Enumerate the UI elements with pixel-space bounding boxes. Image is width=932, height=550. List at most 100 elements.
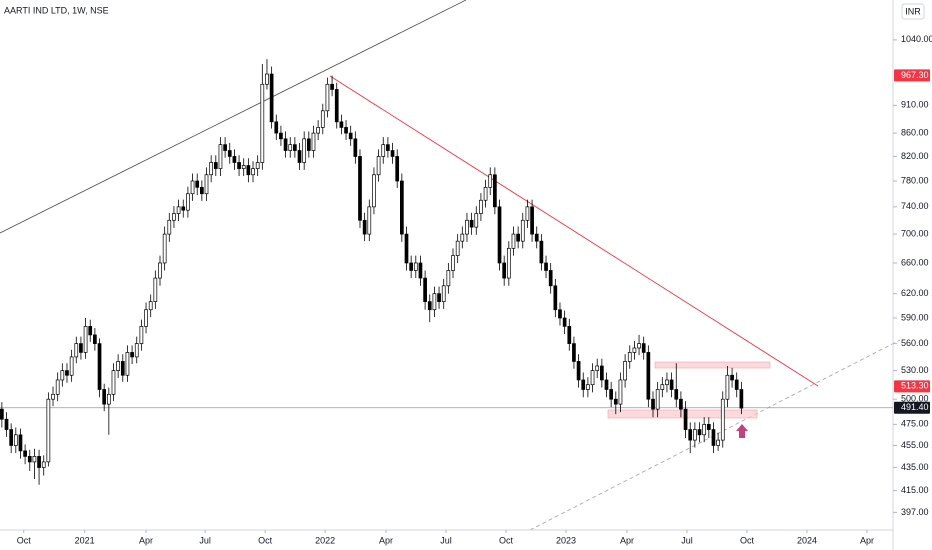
candle-body: [311, 132, 316, 151]
candle-body: [111, 370, 116, 395]
candle-body: [376, 156, 381, 176]
x-tick-label: Apr: [139, 535, 153, 545]
candle-body: [623, 361, 627, 381]
x-tick-label: Apr: [379, 535, 393, 545]
candle-body: [232, 156, 237, 163]
candle-body: [74, 343, 79, 358]
candle-body: [725, 374, 730, 400]
candle-body: [404, 233, 409, 264]
candle-body: [353, 138, 358, 157]
candle-body: [37, 456, 41, 468]
candle-body: [469, 219, 474, 228]
candle-body: [697, 429, 702, 436]
x-tick-label: Jul: [199, 535, 211, 545]
candle-body: [209, 162, 214, 176]
candle-body: [734, 379, 739, 390]
trend-line: [529, 339, 901, 531]
candle-body: [130, 352, 134, 358]
candle-body: [646, 352, 651, 400]
candle-body: [0, 408, 4, 420]
candle-body: [437, 293, 441, 302]
candle-body: [358, 156, 362, 221]
candle-body: [502, 262, 507, 279]
candle-body: [144, 309, 148, 327]
candle-body: [409, 262, 414, 271]
candle-body: [213, 162, 218, 169]
candle-body: [497, 206, 502, 264]
candle-body: [418, 262, 423, 279]
y-tick-label: 455.00: [901, 440, 929, 450]
y-tick-label: 780.00: [901, 175, 929, 185]
y-tick-label: 475.00: [901, 419, 929, 429]
candle-body: [572, 343, 576, 362]
candle-body: [65, 370, 69, 376]
candle-body: [660, 384, 665, 390]
y-tick-label: 500.00: [901, 394, 929, 404]
candle-body: [386, 144, 390, 151]
candle-body: [372, 174, 376, 208]
candle-body: [218, 144, 223, 169]
candle-body: [13, 434, 18, 446]
candle-body: [79, 343, 83, 353]
currency-box[interactable]: [901, 3, 925, 20]
candle-body: [683, 408, 688, 430]
candle-body: [674, 389, 679, 400]
price-badge-label: 967.30: [901, 70, 929, 80]
candle-body: [706, 424, 711, 430]
candle-body: [558, 309, 562, 319]
y-tick-label: 860.00: [901, 127, 929, 137]
candle-body: [637, 343, 641, 349]
candle-body: [604, 379, 609, 390]
candle-body: [530, 206, 534, 235]
arrow: [736, 424, 748, 438]
candle-body: [618, 379, 623, 405]
candle-body: [506, 247, 511, 279]
candle-body: [223, 144, 227, 151]
candle-body: [688, 429, 693, 441]
candle-body: [93, 334, 97, 344]
y-tick-label: 415.00: [901, 485, 929, 495]
candle-body: [348, 132, 353, 140]
candle-body: [88, 326, 93, 336]
candle-body: [265, 73, 269, 85]
candle-body: [367, 206, 372, 235]
candle-body: [488, 174, 493, 188]
y-tick-label: 435.00: [901, 462, 929, 472]
candle-body: [669, 379, 674, 390]
candle-body: [562, 317, 567, 327]
candle-body: [32, 456, 37, 463]
x-tick-label: 2024: [797, 535, 817, 545]
candle-body: [186, 193, 190, 211]
candle-body: [413, 262, 418, 271]
candle-body: [288, 144, 293, 151]
candle-body: [339, 121, 344, 128]
candle-body: [190, 180, 195, 195]
x-tick-label: Apr: [620, 535, 634, 545]
candle-body: [576, 361, 581, 381]
y-tick-label: 820.00: [901, 151, 929, 161]
candle-body: [283, 138, 288, 151]
candle-body: [320, 110, 325, 128]
candle-body: [181, 206, 186, 211]
candle-body: [451, 255, 455, 271]
drawings: [0, 0, 901, 531]
candle-body: [306, 138, 311, 151]
candle-body: [344, 127, 348, 134]
y-tick-label: 530.00: [901, 365, 929, 375]
plot: [0, 59, 893, 485]
y-tick-label: 397.00: [901, 507, 929, 517]
price-badge-label: 513.30: [901, 381, 929, 391]
candle-body: [148, 301, 153, 311]
candle-body: [730, 374, 734, 381]
price-badge-label: 491.40: [901, 402, 929, 412]
candle-body: [427, 301, 432, 311]
price-badge: [894, 380, 930, 393]
candle-body: [455, 240, 460, 256]
x-tick-label: Oct: [740, 535, 755, 545]
candle-body: [27, 456, 32, 463]
candle-body: [548, 270, 553, 287]
candle-body: [325, 83, 330, 112]
candle-body: [46, 398, 51, 463]
